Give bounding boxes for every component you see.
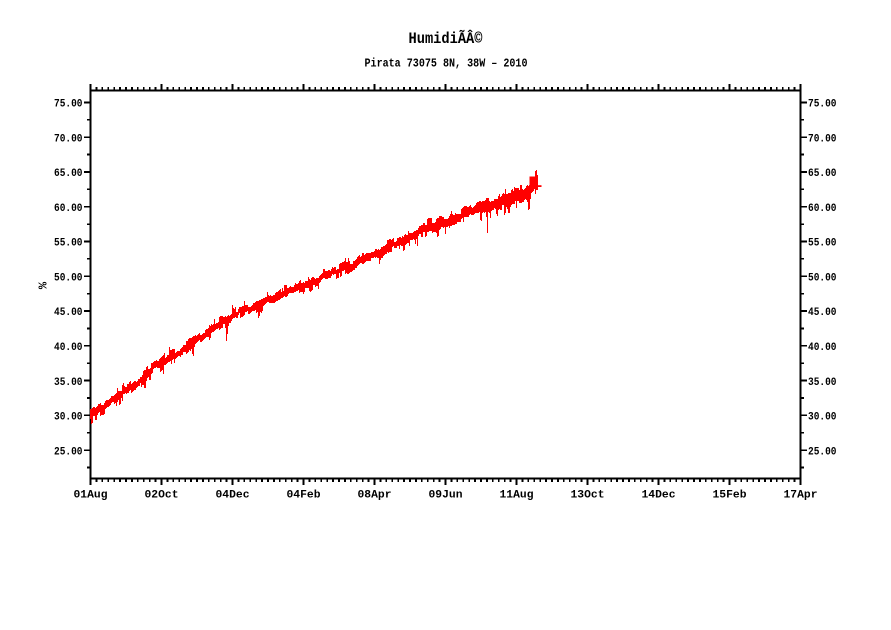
svg-text:25.00: 25.00 (808, 446, 837, 458)
svg-text:30.00: 30.00 (54, 412, 83, 424)
svg-text:25.00: 25.00 (54, 446, 83, 458)
svg-text:13Oct: 13Oct (571, 490, 605, 502)
svg-text:55.00: 55.00 (808, 238, 837, 250)
svg-text:65.00: 65.00 (54, 168, 83, 180)
svg-text:45.00: 45.00 (54, 307, 83, 319)
svg-text:02Oct: 02Oct (145, 490, 179, 502)
svg-text:35.00: 35.00 (808, 377, 837, 389)
svg-text:15Feb: 15Feb (713, 490, 747, 502)
svg-text:60.00: 60.00 (808, 203, 837, 215)
svg-text:04Feb: 04Feb (287, 490, 321, 502)
svg-text:40.00: 40.00 (808, 342, 837, 354)
svg-text:04Dec: 04Dec (216, 490, 250, 502)
svg-text:40.00: 40.00 (54, 342, 83, 354)
svg-text:01Aug: 01Aug (74, 490, 108, 502)
svg-text:55.00: 55.00 (54, 238, 83, 250)
svg-text:11Aug: 11Aug (500, 490, 534, 502)
svg-text:HumidiÃÂ©: HumidiÃÂ© (409, 30, 484, 48)
svg-text:35.00: 35.00 (54, 377, 83, 389)
svg-text:17Apr: 17Apr (784, 490, 818, 502)
svg-text:70.00: 70.00 (808, 133, 837, 145)
svg-text:75.00: 75.00 (808, 99, 837, 111)
svg-text:65.00: 65.00 (808, 168, 837, 180)
svg-text:%: % (37, 281, 51, 289)
svg-text:50.00: 50.00 (54, 272, 83, 284)
svg-text:14Dec: 14Dec (642, 490, 676, 502)
svg-text:Pirata 73075 8N, 38W – 2010: Pirata 73075 8N, 38W – 2010 (365, 57, 528, 71)
svg-text:70.00: 70.00 (54, 133, 83, 145)
svg-text:50.00: 50.00 (808, 272, 837, 284)
svg-text:45.00: 45.00 (808, 307, 837, 319)
svg-text:60.00: 60.00 (54, 203, 83, 215)
svg-text:75.00: 75.00 (54, 99, 83, 111)
svg-text:08Apr: 08Apr (358, 490, 392, 502)
svg-text:30.00: 30.00 (808, 412, 837, 424)
svg-text:09Jun: 09Jun (429, 490, 463, 502)
